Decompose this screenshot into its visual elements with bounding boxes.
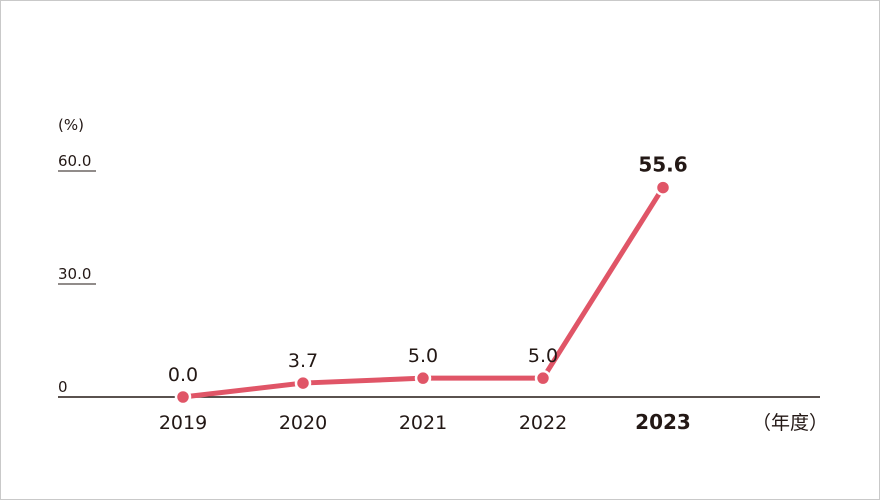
data-value-label: 5.0 xyxy=(408,345,438,367)
y-tick-label: 0 xyxy=(58,378,68,396)
y-axis-ticks: 0 30.0 60.0 xyxy=(58,152,96,396)
data-point xyxy=(174,388,192,406)
data-labels: 0.0 3.7 5.0 5.0 55.6 xyxy=(168,153,688,386)
data-points xyxy=(174,179,672,406)
data-point xyxy=(414,369,432,387)
x-tick-label: 2023 xyxy=(635,410,691,434)
data-point xyxy=(294,374,312,392)
data-value-label: 55.6 xyxy=(638,153,687,177)
y-tick-label: 60.0 xyxy=(58,152,91,170)
x-axis-unit-label: （年度） xyxy=(752,412,828,434)
x-tick-label: 2022 xyxy=(519,412,567,434)
x-axis-ticks: 2019 2020 2021 2022 2023 xyxy=(159,410,691,434)
x-tick-label: 2020 xyxy=(279,412,327,434)
data-value-label: 5.0 xyxy=(528,345,558,367)
y-axis-unit-label: (%) xyxy=(58,116,84,134)
y-tick-label: 30.0 xyxy=(58,265,91,283)
data-value-label: 0.0 xyxy=(168,364,198,386)
x-tick-label: 2021 xyxy=(399,412,447,434)
data-point xyxy=(534,369,552,387)
data-value-label: 3.7 xyxy=(288,350,318,372)
data-point xyxy=(654,179,672,196)
x-tick-label: 2019 xyxy=(159,412,207,434)
